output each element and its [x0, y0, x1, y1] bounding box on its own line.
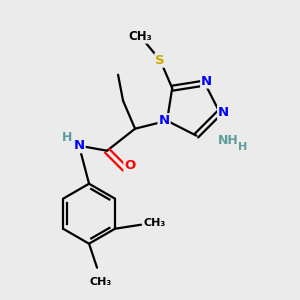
- Text: N: N: [201, 75, 212, 88]
- Text: H: H: [62, 131, 72, 144]
- Text: CH₃: CH₃: [90, 277, 112, 287]
- Text: NH: NH: [218, 134, 239, 147]
- Text: O: O: [124, 159, 136, 172]
- Text: N: N: [218, 106, 229, 119]
- Text: N: N: [158, 114, 169, 127]
- Text: CH₃: CH₃: [144, 218, 166, 228]
- Text: S: S: [155, 54, 165, 67]
- Text: CH₃: CH₃: [128, 30, 152, 43]
- Text: H: H: [238, 142, 247, 152]
- Text: N: N: [74, 139, 85, 152]
